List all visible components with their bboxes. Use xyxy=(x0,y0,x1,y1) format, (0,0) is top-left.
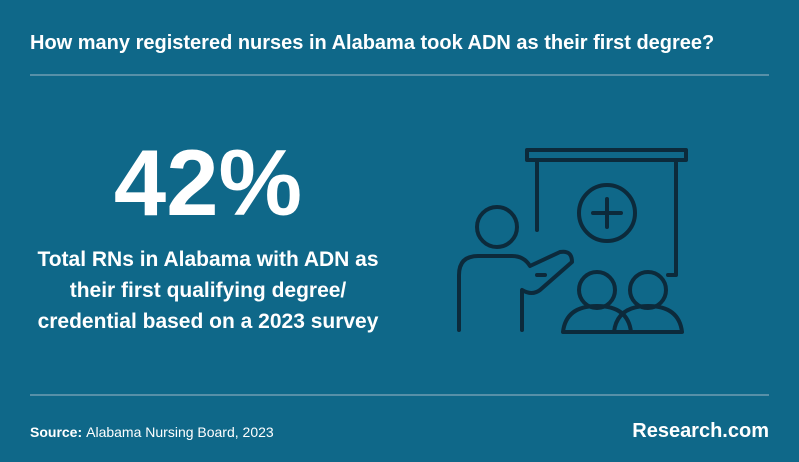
source-label: Source: xyxy=(30,424,82,440)
stat-description: credential based on a 2023 survey xyxy=(38,310,379,333)
stat-description: their first qualifying degree/ xyxy=(70,279,347,302)
presentation-icon xyxy=(457,148,688,334)
stat-value: 42% xyxy=(114,130,302,235)
stat-description: Total RNs in Alabama with ADN as xyxy=(37,248,378,271)
title: How many registered nurses in Alabama to… xyxy=(30,32,714,54)
brand: Research.com xyxy=(632,420,769,442)
source: Alabama Nursing Board, 2023 xyxy=(86,424,274,440)
